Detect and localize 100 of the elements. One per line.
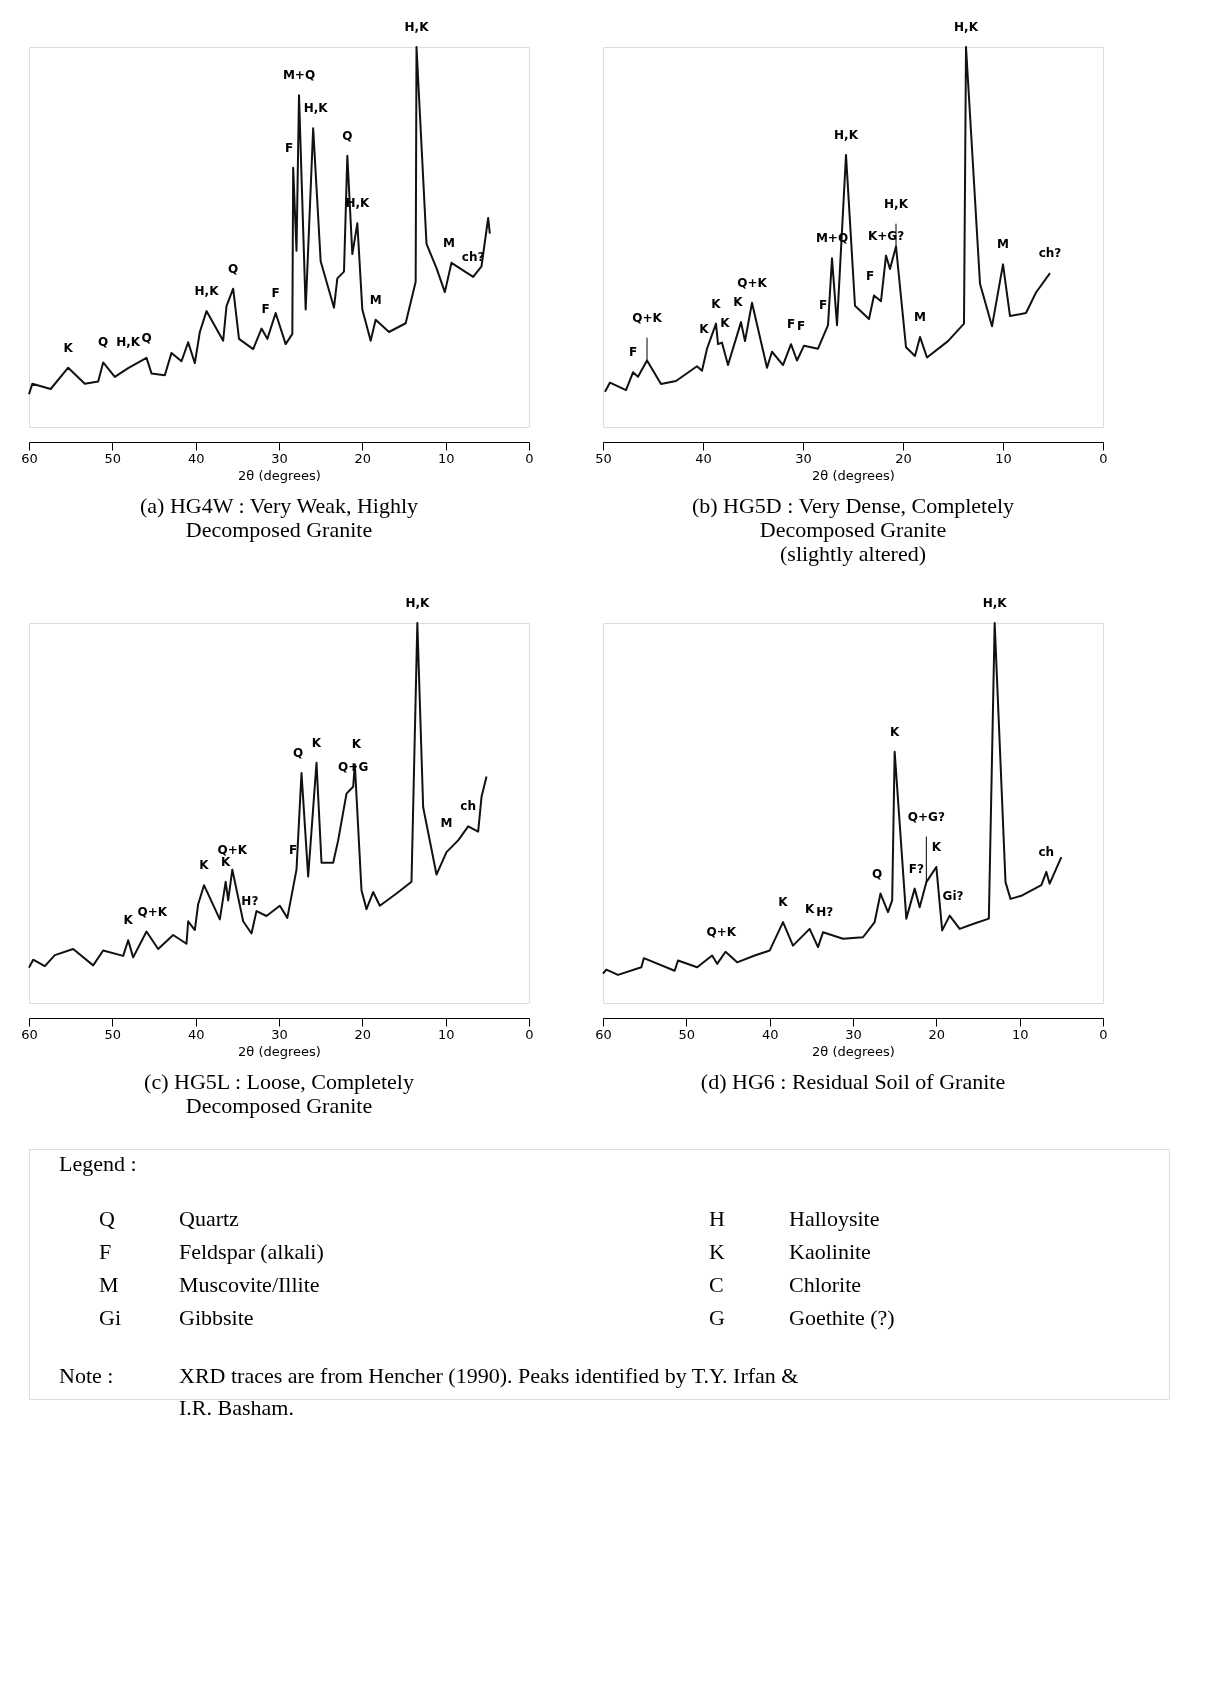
annotation: M <box>914 309 926 324</box>
x-axis-title: 2θ (degrees) <box>812 1043 895 1059</box>
x-tick-label: 10 <box>995 450 1012 466</box>
x-axis-title: 2θ (degrees) <box>238 1043 321 1059</box>
annotation: M <box>997 237 1009 252</box>
annotation: Q+G? <box>907 809 945 824</box>
x-tick-label: 30 <box>271 450 288 466</box>
annotation: Q+K <box>737 275 768 290</box>
x-tick-label: 20 <box>928 1026 946 1042</box>
text: Gibbsite <box>179 1305 254 1330</box>
x-tick-label: 40 <box>187 1026 205 1042</box>
x-axis-title: 2θ (degrees) <box>812 467 895 483</box>
annotation: K <box>221 854 232 869</box>
text: Kaolinite <box>789 1239 871 1264</box>
text: M <box>99 1272 119 1297</box>
text: Muscovite/Illite <box>179 1272 320 1297</box>
annotation: F <box>865 268 875 283</box>
annotation: H? <box>241 894 259 909</box>
annotation: F? <box>908 861 924 876</box>
x-tick-label: 50 <box>104 450 122 466</box>
annotation: K <box>123 913 134 928</box>
annotation: Q <box>98 335 109 350</box>
annotation: Q <box>293 746 304 761</box>
annotation: K <box>199 858 210 873</box>
annotation: F <box>796 318 806 333</box>
annotation: Q <box>141 330 152 345</box>
annotation: K <box>733 295 744 310</box>
x-tick-label: 50 <box>678 1026 696 1042</box>
annotation: F <box>284 140 294 155</box>
annotation: M <box>443 235 455 250</box>
annotation: ch <box>1038 844 1055 859</box>
annotation: Q+K <box>217 842 248 857</box>
text: Feldspar (alkali) <box>179 1239 324 1264</box>
annotation: ch? <box>1038 246 1062 261</box>
x-tick-label: 0 <box>525 1026 534 1042</box>
text: XRD traces are from Hencher (1990). Peaks identified by T.Y. Irfan & I.R. Basham. <box>179 1363 799 1420</box>
annotation: K <box>931 839 942 854</box>
text: Halloysite <box>789 1206 880 1231</box>
x-tick-label: 20 <box>354 1026 372 1042</box>
x-axis-title: 2θ (degrees) <box>238 467 321 483</box>
annotation: K <box>699 321 710 336</box>
text: (a) HG4W : Very Weak, Highly Decomposed Granite <box>139 493 419 542</box>
text: H <box>709 1206 725 1231</box>
annotation: K <box>890 724 901 739</box>
annotation: Q+K <box>137 904 168 919</box>
annotation: H,K <box>405 596 430 610</box>
text: Chlorite <box>789 1272 862 1297</box>
annotation: F <box>261 301 270 316</box>
x-tick-label: 10 <box>1011 1026 1029 1042</box>
annotation: H,K <box>954 20 979 34</box>
text: F <box>99 1239 112 1264</box>
annotation: H,K <box>834 127 859 142</box>
annotation: H? <box>816 905 834 920</box>
annotation: H,K <box>194 284 220 299</box>
text: G <box>709 1305 725 1330</box>
x-tick-label: 40 <box>761 1026 779 1042</box>
text: Note : <box>59 1363 114 1388</box>
text: (b) HG5D : Very Dense, Completely Decomposed Granite (slightly altered) <box>691 493 1015 566</box>
text: Gi <box>99 1305 121 1330</box>
annotation: H,K <box>884 196 909 211</box>
x-tick-label: 0 <box>525 450 534 466</box>
x-tick-label: 30 <box>845 1026 862 1042</box>
annotation: Q <box>342 128 353 143</box>
x-tick-label: 30 <box>795 450 812 466</box>
annotation: M+Q <box>282 68 316 83</box>
annotation: Q <box>872 866 883 881</box>
x-tick-label: 50 <box>595 450 612 466</box>
x-tick-label: 20 <box>354 450 372 466</box>
annotation: F <box>786 317 796 332</box>
annotation: F <box>818 298 828 313</box>
annotation: Q <box>228 261 239 276</box>
x-tick-label: 60 <box>21 1026 38 1042</box>
x-tick-label: 30 <box>271 1026 288 1042</box>
x-tick-label: 20 <box>895 450 912 466</box>
annotation: F <box>271 286 280 300</box>
text: Quartz <box>179 1206 240 1231</box>
x-tick-label: 40 <box>695 450 712 466</box>
x-tick-label: 10 <box>437 450 455 466</box>
annotation: K <box>311 735 322 750</box>
annotation: H,K <box>404 20 430 34</box>
text: Goethite (?) <box>789 1305 895 1330</box>
annotation: M <box>369 292 382 307</box>
annotation: ch <box>460 799 476 814</box>
annotation: M <box>440 816 453 831</box>
text: K <box>709 1239 725 1264</box>
x-tick-label: 10 <box>437 1026 455 1042</box>
annotation: K <box>711 296 722 311</box>
annotation: K <box>63 340 74 355</box>
annotation: F <box>289 842 298 857</box>
x-tick-label: 40 <box>187 450 205 466</box>
x-tick-label: 0 <box>1099 1026 1108 1042</box>
annotation: K <box>805 901 816 916</box>
x-tick-label: 60 <box>595 1026 612 1042</box>
text: (c) HG5L : Loose, Completely Decomposed Granite <box>144 1069 414 1118</box>
annotation: H,K <box>982 596 1008 610</box>
annotation: F <box>628 345 638 360</box>
annotation: Q+K <box>632 310 663 325</box>
annotation: K <box>778 895 789 910</box>
text: (d) HG6 : Residual Soil of Granite <box>700 1069 1006 1094</box>
annotation: K <box>720 315 731 330</box>
